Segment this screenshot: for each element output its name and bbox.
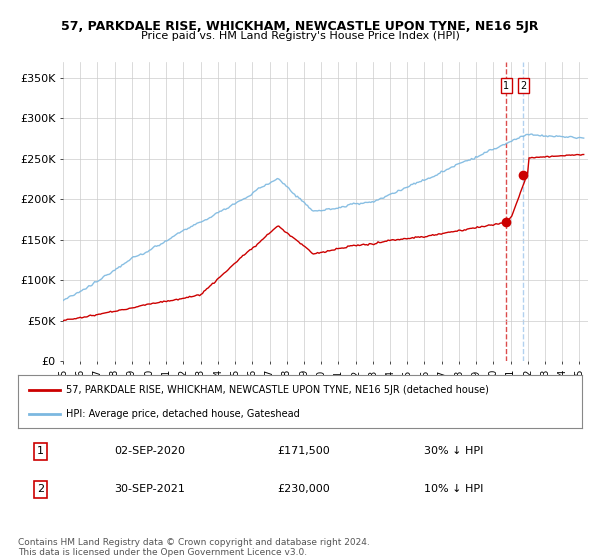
Text: 30-SEP-2021: 30-SEP-2021 [114,484,185,494]
Text: 57, PARKDALE RISE, WHICKHAM, NEWCASTLE UPON TYNE, NE16 5JR (detached house): 57, PARKDALE RISE, WHICKHAM, NEWCASTLE U… [66,385,489,395]
Text: 1: 1 [37,446,44,456]
Text: £171,500: £171,500 [277,446,330,456]
Text: 57, PARKDALE RISE, WHICKHAM, NEWCASTLE UPON TYNE, NE16 5JR: 57, PARKDALE RISE, WHICKHAM, NEWCASTLE U… [61,20,539,32]
Text: 2: 2 [37,484,44,494]
Text: 02-SEP-2020: 02-SEP-2020 [114,446,185,456]
Text: 1: 1 [503,81,509,91]
Text: 2: 2 [520,81,527,91]
Text: HPI: Average price, detached house, Gateshead: HPI: Average price, detached house, Gate… [66,409,299,419]
Text: Contains HM Land Registry data © Crown copyright and database right 2024.
This d: Contains HM Land Registry data © Crown c… [18,538,370,557]
Text: 10% ↓ HPI: 10% ↓ HPI [424,484,484,494]
Text: 30% ↓ HPI: 30% ↓ HPI [424,446,484,456]
Text: Price paid vs. HM Land Registry's House Price Index (HPI): Price paid vs. HM Land Registry's House … [140,31,460,41]
Text: £230,000: £230,000 [277,484,330,494]
